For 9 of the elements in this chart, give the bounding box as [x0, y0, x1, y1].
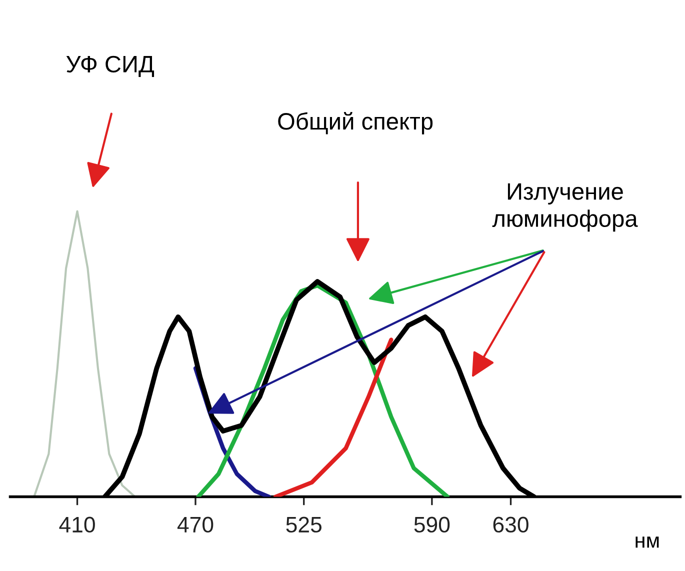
- annotation: Излучение люминофора: [492, 183, 638, 232]
- x-tick-label: 470: [177, 516, 214, 533]
- x-tick-label: 590: [414, 516, 450, 533]
- x-tick-label: 630: [493, 516, 528, 533]
- text: УФ СИД: [66, 56, 154, 78]
- text: Общий спектр: [278, 112, 433, 134]
- x-axis-title: нм: [636, 536, 659, 548]
- x-tick-label: 410: [59, 516, 95, 533]
- x-tick-label: 525: [286, 516, 322, 533]
